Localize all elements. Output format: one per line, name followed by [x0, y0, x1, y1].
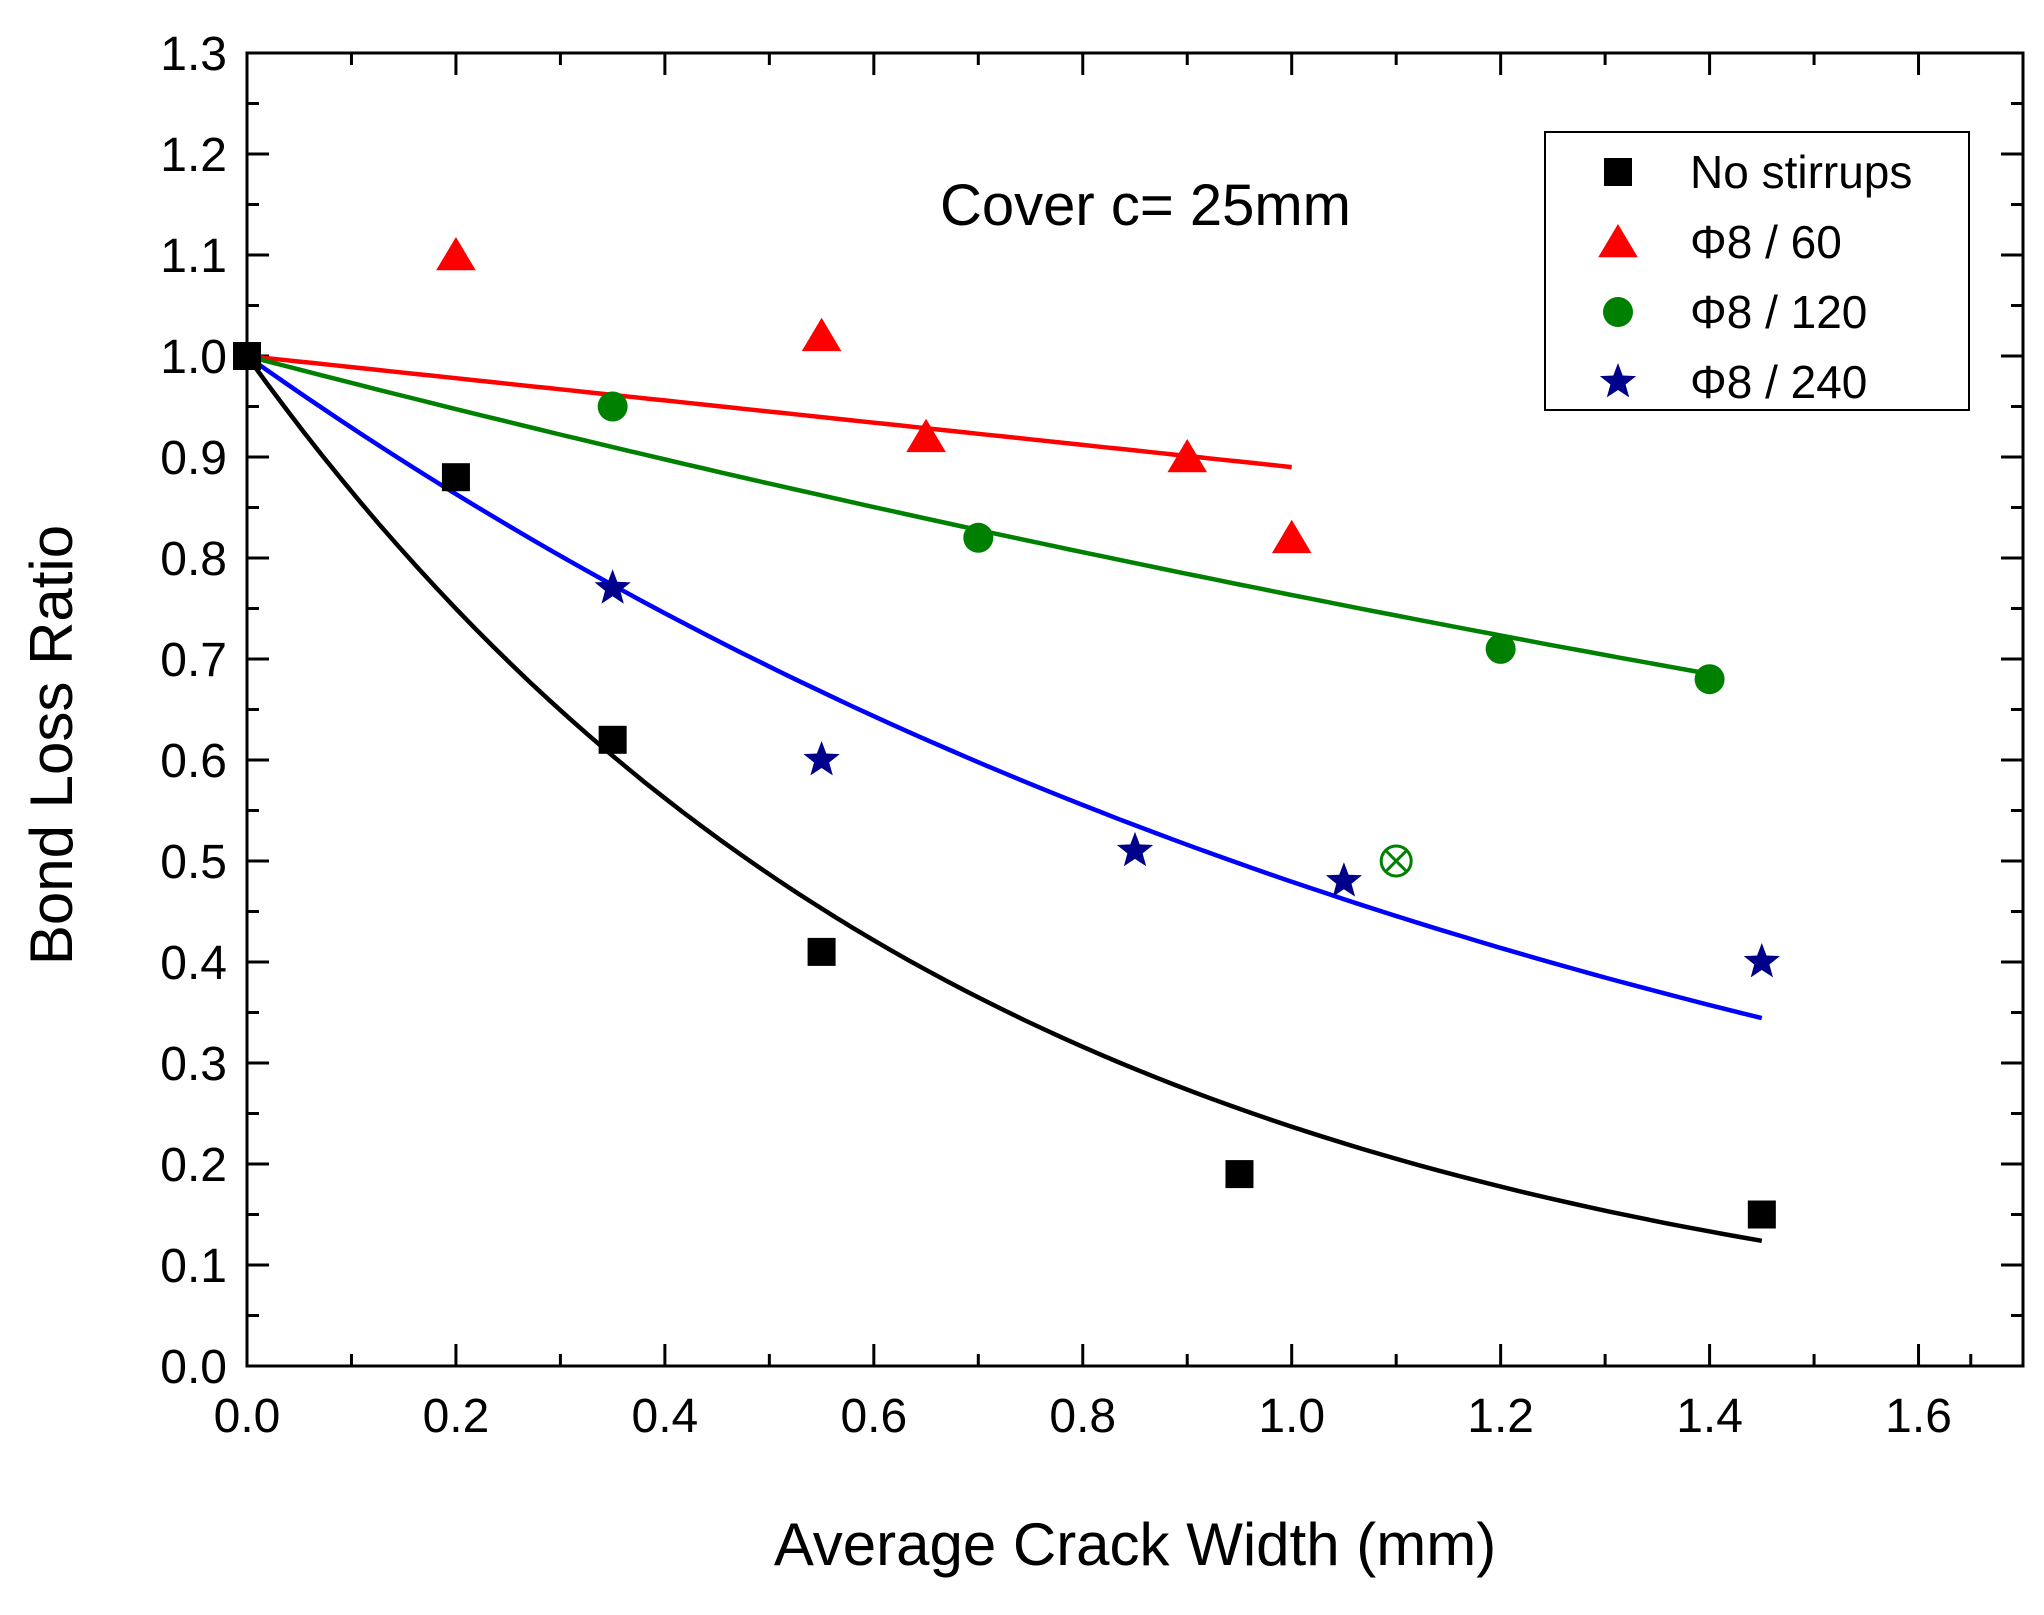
- legend-label: Φ8 / 240: [1690, 356, 1867, 408]
- y-tick-label: 0.0: [160, 1341, 227, 1394]
- data-point-square: [807, 937, 836, 966]
- legend: No stirrups Φ8 / 60 Φ8 / 120 Φ8 / 240: [1544, 131, 1970, 411]
- legend-label: Φ8 / 60: [1690, 216, 1842, 268]
- x-tick-label: 1.6: [1885, 1390, 1952, 1443]
- y-tick-label: 0.6: [160, 735, 227, 788]
- y-tick-label: 0.7: [160, 634, 227, 687]
- data-point-star: [1325, 862, 1362, 897]
- data-point-triangle: [906, 418, 946, 453]
- x-tick-label: 0.8: [1049, 1390, 1116, 1443]
- cover-annotation: Cover c= 25mm: [940, 173, 1351, 238]
- data-point-triangle: [436, 237, 476, 271]
- legend-marker-circle: [1603, 297, 1633, 327]
- data-point-square: [1747, 1200, 1776, 1229]
- x-tick-label: 1.2: [1467, 1390, 1534, 1443]
- x-tick-label: 0.4: [632, 1390, 699, 1443]
- data-point-circle: [597, 391, 628, 422]
- y-axis-title: Bond Loss Ratio: [18, 525, 85, 965]
- plot-frame: [245, 51, 2025, 1368]
- open-circle-outline: [1379, 844, 1413, 878]
- fit-curve: [245, 354, 1763, 1021]
- data-point-circle-cross-open: [1379, 844, 1413, 878]
- data-point-star: [1743, 943, 1780, 978]
- data-point-triangle: [1167, 439, 1208, 473]
- open-circle-cross: [1384, 849, 1408, 873]
- y-tick-label: 0.1: [160, 1240, 227, 1293]
- data-point-triangle: [1271, 519, 1312, 554]
- y-tick-label: 0.9: [160, 432, 227, 485]
- data-point-circle: [963, 522, 994, 553]
- x-tick-label: 0.0: [214, 1390, 281, 1443]
- legend-label: No stirrups: [1690, 146, 1912, 198]
- data-point-star: [594, 569, 631, 604]
- data-points: [233, 237, 1780, 1229]
- data-point-star: [803, 741, 840, 776]
- data-point-square: [1225, 1160, 1254, 1189]
- x-tick-label: 1.4: [1676, 1390, 1743, 1443]
- y-tick-label: 1.2: [160, 129, 227, 182]
- legend-marker-triangle: [1598, 224, 1638, 258]
- y-tick-label: 0.8: [160, 533, 227, 586]
- x-axis-title: Average Crack Width (mm): [774, 1511, 1496, 1578]
- y-tick-label: 0.5: [160, 836, 227, 889]
- x-tick-label: 0.2: [423, 1390, 490, 1443]
- data-point-square: [441, 463, 470, 492]
- legend-marker-square: [1604, 158, 1632, 186]
- fit-curve: [246, 353, 1292, 470]
- data-point-triangle: [801, 317, 842, 352]
- y-tick-label: 1.3: [160, 28, 227, 81]
- y-tick-label: 1.1: [160, 230, 227, 283]
- data-point-star: [1116, 831, 1154, 867]
- y-tick-label: 0.3: [160, 1038, 227, 1091]
- legend-label: Φ8 / 120: [1690, 286, 1867, 338]
- data-point-circle: [1694, 664, 1725, 695]
- data-point-square: [598, 725, 627, 754]
- x-tick-label: 0.6: [840, 1390, 907, 1443]
- y-tick-label: 0.2: [160, 1139, 227, 1192]
- y-tick-label: 0.4: [160, 937, 227, 990]
- data-point-circle: [1485, 633, 1516, 664]
- fit-curve: [245, 354, 1763, 1244]
- legend-marker-star: [1599, 363, 1637, 398]
- tick-labels: 0.0 0.2 0.4 0.6 0.8 1.0 1.2 1.4 1.6 0.0 0.1 0.2 0.3 0…: [160, 28, 1952, 1443]
- y-tick-label: 1.0: [160, 331, 227, 384]
- x-tick-label: 1.0: [1258, 1390, 1325, 1443]
